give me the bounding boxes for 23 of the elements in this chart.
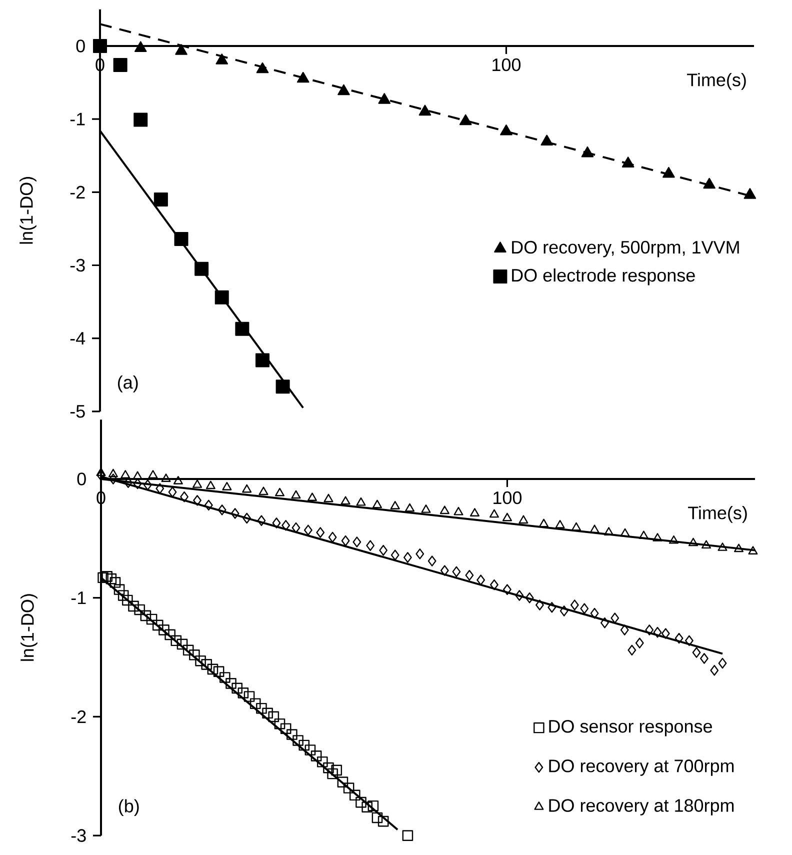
annotation: (b) — [119, 799, 139, 816]
y-axis-title: ln(1-DO) — [20, 177, 36, 244]
x-tick-label: 100 — [492, 58, 521, 72]
y-tick-label: -5 — [70, 405, 85, 418]
x-tick-label: 100 — [494, 491, 522, 504]
y-tick-label: 0 — [76, 40, 85, 52]
y-tick-label: -2 — [71, 710, 86, 723]
x-axis-title: Time(s) — [687, 73, 746, 90]
y-tick-label: -1 — [71, 592, 86, 604]
legend-label: DO sensor response — [549, 720, 712, 736]
y-axis-title: ln(1-DO) — [20, 594, 38, 661]
y-tick-label: -4 — [70, 332, 86, 345]
legend-label: DO recovery at 700rpm — [549, 760, 734, 776]
y-tick-label: -1 — [70, 112, 85, 126]
x-axis-title: Time(s) — [688, 506, 747, 523]
annotation: (a) — [118, 376, 138, 392]
y-tick-label: -3 — [70, 258, 85, 272]
legend-label: DO electrode response — [512, 268, 695, 286]
legend-label: DO recovery at 180rpm — [549, 799, 734, 816]
y-tick-label: -3 — [71, 829, 86, 842]
y-tick-label: -2 — [70, 186, 85, 198]
y-tick-label: 0 — [77, 472, 86, 486]
legend-label: DO recovery, 500rpm, 1VVM — [512, 240, 739, 258]
